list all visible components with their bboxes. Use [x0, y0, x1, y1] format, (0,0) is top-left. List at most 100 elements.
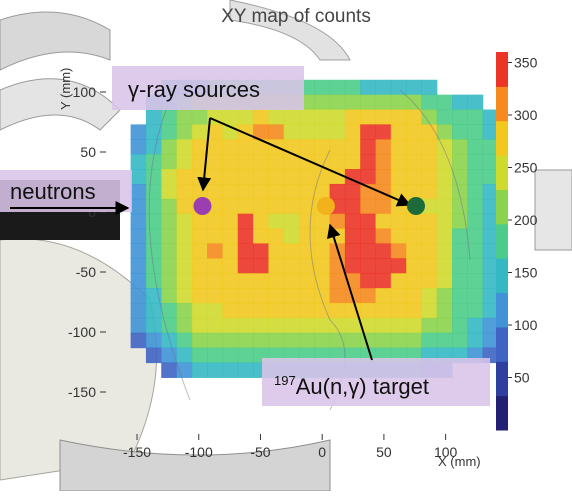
heatmap-cell	[237, 288, 254, 304]
heatmap-cell	[161, 183, 178, 200]
heatmap-cell	[467, 139, 484, 155]
heatmap-cell	[344, 94, 361, 111]
heatmap-cell	[360, 273, 377, 289]
heatmap-cell	[191, 317, 208, 334]
heatmap-cell	[436, 124, 453, 140]
heatmap-cell	[452, 94, 468, 111]
heatmap-cell	[390, 124, 407, 140]
heatmap-cell	[253, 332, 269, 349]
heatmap-cell	[390, 243, 407, 259]
heatmap-cell	[360, 79, 377, 96]
heatmap-cell	[390, 79, 407, 96]
heatmap-cell	[390, 109, 407, 125]
heatmap-cell	[329, 213, 346, 230]
heatmap-cell	[283, 109, 300, 125]
heatmap-cell	[390, 94, 407, 111]
heatmap-cell	[176, 213, 193, 230]
heatmap-cell	[406, 273, 423, 289]
heatmap-cell	[268, 109, 285, 125]
heatmap-cell	[390, 288, 407, 304]
heatmap-cell	[237, 243, 254, 259]
heatmap-cell	[161, 169, 178, 185]
heatmap-cell	[421, 109, 438, 125]
heatmap-cell	[375, 109, 392, 125]
heatmap-cell	[130, 228, 147, 245]
heatmap-cell	[436, 109, 453, 125]
heatmap-cell	[390, 258, 407, 274]
heatmap-cell	[344, 213, 361, 230]
heatmap-cell	[467, 109, 484, 125]
heatmap-cell	[237, 139, 254, 155]
heatmap-cell	[283, 169, 300, 185]
heatmap-cell	[375, 213, 392, 230]
heatmap-cell	[375, 258, 392, 274]
heatmap-cell	[482, 302, 499, 319]
gamma-label-box	[112, 66, 304, 110]
heatmap-cell	[329, 94, 346, 111]
heatmap-cell	[314, 79, 331, 96]
heatmap-cell	[482, 288, 499, 304]
heatmap-cell	[436, 154, 453, 170]
heatmap-cell	[207, 362, 224, 378]
heatmap-cell	[314, 273, 331, 289]
colorbar-segment	[496, 395, 508, 431]
heatmap-cell	[130, 198, 147, 215]
heatmap-cell	[145, 273, 162, 289]
heatmap-cell	[482, 228, 499, 245]
heatmap-cell	[467, 183, 484, 200]
x-tick-label: -50	[250, 444, 270, 460]
heatmap-cell	[253, 169, 269, 185]
colorbar-segment	[496, 258, 508, 294]
y-tick-label: -150	[68, 384, 96, 400]
heatmap-cell	[145, 243, 162, 259]
heatmap-cell	[268, 332, 285, 349]
heatmap-cell	[161, 139, 178, 155]
heatmap-cell	[161, 288, 178, 304]
heatmap-cell	[253, 124, 269, 140]
neutrons-label-box	[0, 170, 132, 212]
heatmap-cell	[482, 169, 499, 185]
heatmap-cell	[360, 213, 377, 230]
heatmap-cell	[176, 347, 193, 364]
heatmap-cell	[375, 94, 392, 111]
heatmap-cell	[191, 362, 208, 378]
heatmap-cell	[406, 94, 423, 111]
heatmap-cell	[222, 273, 239, 289]
heatmap-cell	[161, 243, 178, 259]
heatmap-cell	[344, 258, 361, 274]
heatmap-cell	[344, 198, 361, 215]
heatmap-cell	[145, 347, 162, 364]
heatmap-cell	[130, 288, 147, 304]
heatmap-cell	[344, 183, 361, 200]
heatmap-cell	[283, 258, 300, 274]
heatmap-cell	[329, 273, 346, 289]
heatmap-cell	[237, 273, 254, 289]
heatmap-cell	[467, 258, 484, 274]
heatmap-cell	[268, 154, 285, 170]
heatmap-cell	[452, 243, 468, 259]
y-tick-label: -100	[68, 324, 96, 340]
heatmap-cell	[344, 139, 361, 155]
heatmap-cell	[360, 258, 377, 274]
heatmap-cell	[283, 213, 300, 230]
colorbar-tick-label: 250	[514, 160, 538, 176]
heatmap-cell	[207, 347, 224, 364]
heatmap-cell	[145, 139, 162, 155]
heatmap-cell	[207, 124, 224, 140]
colorbar-segment	[496, 361, 508, 397]
heatmap-cell	[329, 169, 346, 185]
heatmap-cell	[360, 243, 377, 259]
heatmap-cell	[130, 273, 147, 289]
heatmap-cell	[176, 273, 193, 289]
heatmap-cell	[191, 347, 208, 364]
heatmap-cell	[360, 288, 377, 304]
heatmap-cell	[314, 183, 331, 200]
heatmap-cell	[298, 198, 315, 215]
heatmap-cell	[329, 154, 346, 170]
heatmap-cell	[436, 213, 453, 230]
colorbar-tick-label: 50	[514, 370, 530, 386]
heatmap-cell	[298, 228, 315, 245]
heatmap-cell	[467, 94, 484, 111]
heatmap-cell	[344, 228, 361, 245]
heatmap-cell	[298, 124, 315, 140]
